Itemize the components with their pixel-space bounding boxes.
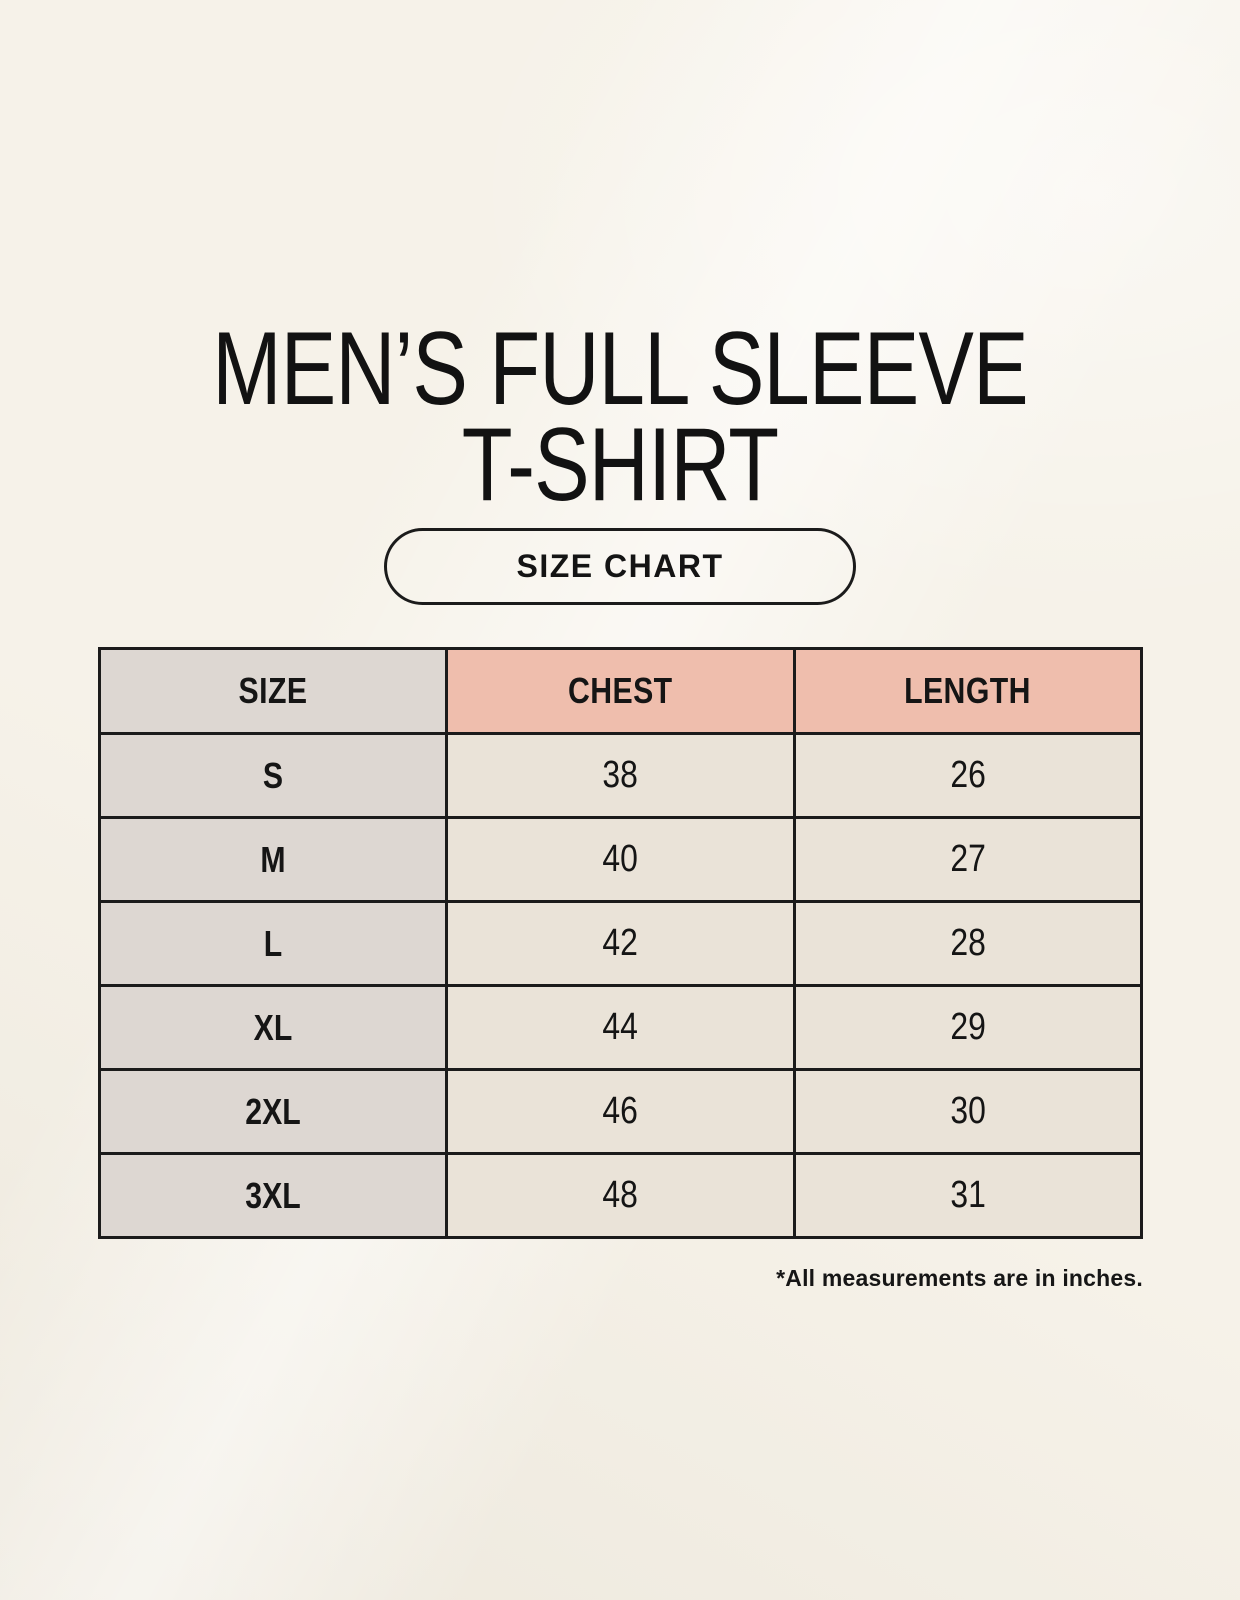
- chest-value: 40: [602, 838, 639, 880]
- length-value: 26: [950, 754, 986, 796]
- table-row: M 40 27: [97, 816, 1144, 903]
- table-row: 2XL 46 30: [97, 1068, 1144, 1155]
- length-cell: 28: [792, 900, 1144, 987]
- length-cell: 29: [792, 984, 1144, 1071]
- chest-value: 48: [602, 1174, 639, 1216]
- length-cell: 31: [792, 1152, 1144, 1239]
- chest-cell: 48: [445, 1152, 796, 1239]
- size-cell: 2XL: [97, 1068, 449, 1155]
- size-cell: M: [97, 816, 449, 903]
- size-cell: L: [97, 900, 449, 987]
- length-value: 27: [950, 838, 986, 880]
- size-value: M: [260, 838, 286, 880]
- chest-value: 46: [602, 1090, 639, 1132]
- measurement-note: *All measurements are in inches.: [776, 1265, 1143, 1291]
- header-size: SIZE: [97, 647, 449, 735]
- length-value: 31: [950, 1174, 986, 1216]
- header-chest: CHEST: [445, 647, 796, 735]
- header-size-label: SIZE: [238, 670, 308, 711]
- chest-cell: 40: [445, 816, 796, 903]
- length-value: 28: [950, 922, 986, 964]
- size-table: SIZE CHEST LENGTH S 38 26 M 40 27: [97, 647, 1144, 1239]
- size-value: 3XL: [245, 1174, 301, 1216]
- title-line-1: MEN’S FULL SLEEVE: [212, 311, 1028, 427]
- size-value: XL: [253, 1006, 293, 1048]
- title-line-2: T-SHIRT: [461, 406, 779, 523]
- table-row: XL 44 29: [97, 984, 1144, 1071]
- length-value: 30: [950, 1090, 986, 1132]
- table-header-row: SIZE CHEST LENGTH: [97, 647, 1144, 735]
- chest-value: 38: [602, 754, 639, 796]
- header-chest-label: CHEST: [568, 670, 673, 711]
- length-cell: 26: [792, 732, 1144, 819]
- chest-value: 44: [602, 1006, 639, 1048]
- chest-cell: 38: [445, 732, 796, 819]
- size-value: 2XL: [245, 1090, 301, 1132]
- table-row: S 38 26: [97, 732, 1144, 819]
- size-value: L: [263, 922, 283, 964]
- header-length-label: LENGTH: [904, 670, 1032, 711]
- chest-cell: 46: [445, 1068, 796, 1155]
- chest-cell: 42: [445, 900, 796, 987]
- size-cell: S: [97, 732, 449, 819]
- size-chart-button[interactable]: SIZE CHART: [384, 528, 856, 605]
- length-value: 29: [950, 1006, 986, 1048]
- length-cell: 30: [792, 1068, 1144, 1155]
- size-value: S: [263, 754, 284, 796]
- header-length: LENGTH: [792, 647, 1144, 735]
- length-cell: 27: [792, 816, 1144, 903]
- page-title: MEN’S FULL SLEEVE T-SHIRT: [0, 311, 1240, 523]
- size-cell: 3XL: [97, 1152, 449, 1239]
- table-row: 3XL 48 31: [97, 1152, 1144, 1239]
- table-row: L 42 28: [97, 900, 1144, 987]
- size-cell: XL: [97, 984, 449, 1071]
- size-chart-button-label: SIZE CHART: [516, 548, 724, 584]
- chest-value: 42: [602, 922, 639, 964]
- chest-cell: 44: [445, 984, 796, 1071]
